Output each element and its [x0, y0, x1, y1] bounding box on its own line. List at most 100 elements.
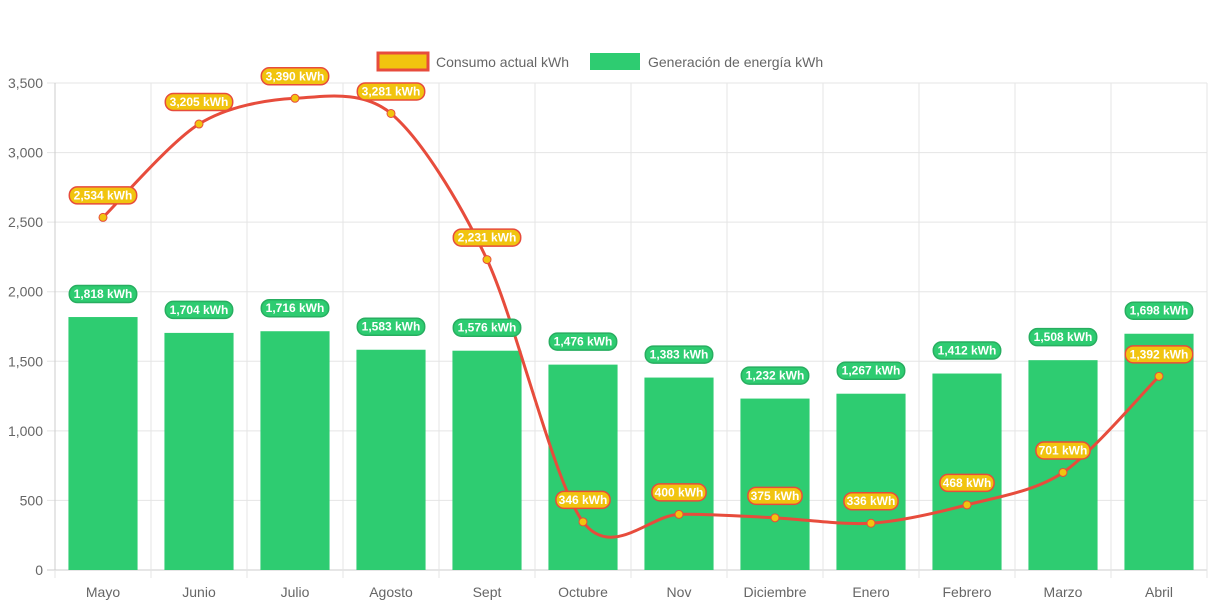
data-label-text: 400 kWh	[655, 485, 704, 499]
legend-swatch-consumo	[376, 51, 430, 72]
data-label-text: 1,267 kWh	[842, 364, 901, 378]
y-axis: 0 500 1,000 1,500 2,000 2,500 3,000 3,500	[8, 75, 56, 578]
data-label-bg	[260, 298, 330, 318]
data-label-bg	[356, 82, 426, 101]
x-tick-label: Julio	[281, 584, 310, 600]
data-label-bg	[1124, 345, 1194, 364]
line-point[interactable]	[770, 513, 780, 523]
data-label-bg	[68, 186, 138, 205]
y-tick-label: 2,000	[8, 284, 43, 300]
bar[interactable]	[68, 317, 138, 570]
bar[interactable]	[452, 350, 522, 570]
data-label-text: 2,534 kWh	[74, 188, 133, 202]
line-point[interactable]	[386, 108, 396, 118]
data-label-text: 1,818 kWh	[74, 287, 133, 301]
data-label-bg	[836, 361, 906, 380]
line-point[interactable]	[1058, 467, 1068, 477]
data-label-bg	[1124, 301, 1194, 320]
bar-data-label: 1,576 kWh	[452, 318, 522, 337]
data-label-bg	[68, 284, 138, 304]
legend-swatch-generacion	[590, 53, 640, 70]
bar[interactable]	[836, 393, 906, 570]
data-label-text: 375 kWh	[751, 489, 800, 503]
line-data-label: 3,390 kWh	[260, 67, 330, 86]
data-label-text: 1,412 kWh	[938, 344, 997, 358]
bar-data-labels: 1,818 kWh 1,704 kWh 1,716 kWh 1,583 kWh 1,57…	[68, 284, 1194, 385]
line-point[interactable]	[290, 93, 300, 103]
data-label-bg	[939, 473, 995, 493]
x-tick-label: Febrero	[942, 584, 991, 600]
legend-label-consumo: Consumo actual kWh	[436, 54, 569, 70]
line-point[interactable]	[482, 255, 492, 265]
y-tick-label: 1,500	[8, 353, 43, 369]
legend-item-consumo[interactable]: Consumo actual kWh	[376, 51, 569, 72]
line-point[interactable]	[194, 119, 204, 129]
data-label-text: 1,576 kWh	[458, 321, 517, 335]
data-label-text: 1,508 kWh	[1034, 330, 1093, 344]
x-tick-label: Sept	[473, 584, 502, 600]
data-label-bg	[651, 483, 707, 502]
data-label-text: 3,281 kWh	[362, 84, 421, 98]
line-data-label: 3,205 kWh	[164, 92, 234, 112]
bar[interactable]	[644, 377, 714, 570]
data-label-bg	[555, 490, 611, 510]
y-tick-label: 1,000	[8, 423, 43, 439]
x-tick-label: Diciembre	[743, 584, 806, 600]
line-point[interactable]	[98, 212, 108, 222]
legend-label-generacion: Generación de energía kWh	[648, 54, 823, 70]
data-label-text: 1,698 kWh	[1130, 304, 1189, 318]
data-label-text: 1,383 kWh	[650, 348, 709, 362]
data-label-text: 2,231 kWh	[458, 231, 517, 245]
line-point[interactable]	[866, 518, 876, 528]
data-label-bg	[452, 318, 522, 337]
grid	[47, 82, 1208, 578]
line-series	[98, 93, 1164, 539]
data-label-bg	[1028, 327, 1098, 347]
data-label-text: 1,583 kWh	[362, 320, 421, 334]
bar-data-label: 1,267 kWh	[836, 361, 906, 380]
data-label-text: 1,232 kWh	[746, 369, 805, 383]
bar[interactable]	[260, 331, 330, 570]
data-label-text: 3,390 kWh	[266, 69, 325, 83]
data-label-bg	[740, 366, 810, 385]
y-tick-label: 3,500	[8, 75, 43, 91]
bar-data-label: 1,412 kWh	[932, 341, 1002, 360]
bar-data-label: 1,232 kWh	[740, 366, 810, 385]
line-data-label: 2,534 kWh	[68, 186, 138, 205]
x-axis: Mayo Junio Julio Agosto Sept Octubre Nov Diciem…	[86, 584, 1173, 600]
bar[interactable]	[356, 349, 426, 570]
line-point[interactable]	[674, 509, 684, 519]
line-data-label: 3,281 kWh	[356, 82, 426, 101]
bar[interactable]	[932, 373, 1002, 570]
line-data-labels: 2,534 kWh 3,205 kWh 3,390 kWh 3,281 kWh 2,23…	[68, 67, 1194, 511]
y-tick-label: 0	[35, 562, 43, 578]
legend-item-generacion[interactable]: Generación de energía kWh	[590, 53, 823, 70]
line-point[interactable]	[962, 500, 972, 510]
data-label-bg	[747, 486, 803, 506]
line-data-label: 1,392 kWh	[1124, 345, 1194, 364]
data-label-text: 1,704 kWh	[170, 303, 229, 317]
line-data-label: 400 kWh	[651, 483, 707, 502]
bar-data-label: 1,716 kWh	[260, 298, 330, 318]
x-tick-label: Junio	[182, 584, 216, 600]
x-tick-label: Octubre	[558, 584, 608, 600]
bar[interactable]	[1028, 360, 1098, 570]
data-label-bg	[356, 317, 426, 336]
y-tick-label: 2,500	[8, 214, 43, 230]
bar[interactable]	[164, 332, 234, 570]
x-tick-label: Agosto	[369, 584, 413, 600]
x-tick-label: Marzo	[1044, 584, 1083, 600]
line-point[interactable]	[1154, 371, 1164, 381]
x-tick-label: Nov	[667, 584, 692, 600]
x-tick-label: Abril	[1145, 584, 1173, 600]
line-point[interactable]	[578, 517, 588, 527]
x-tick-label: Enero	[852, 584, 890, 600]
bar[interactable]	[740, 398, 810, 570]
data-label-bg	[548, 332, 618, 351]
bar[interactable]	[1124, 333, 1194, 570]
bar-data-label: 1,583 kWh	[356, 317, 426, 336]
bar-data-label: 1,698 kWh	[1124, 301, 1194, 320]
data-label-bg	[164, 300, 234, 320]
line-data-label: 375 kWh	[747, 486, 803, 506]
